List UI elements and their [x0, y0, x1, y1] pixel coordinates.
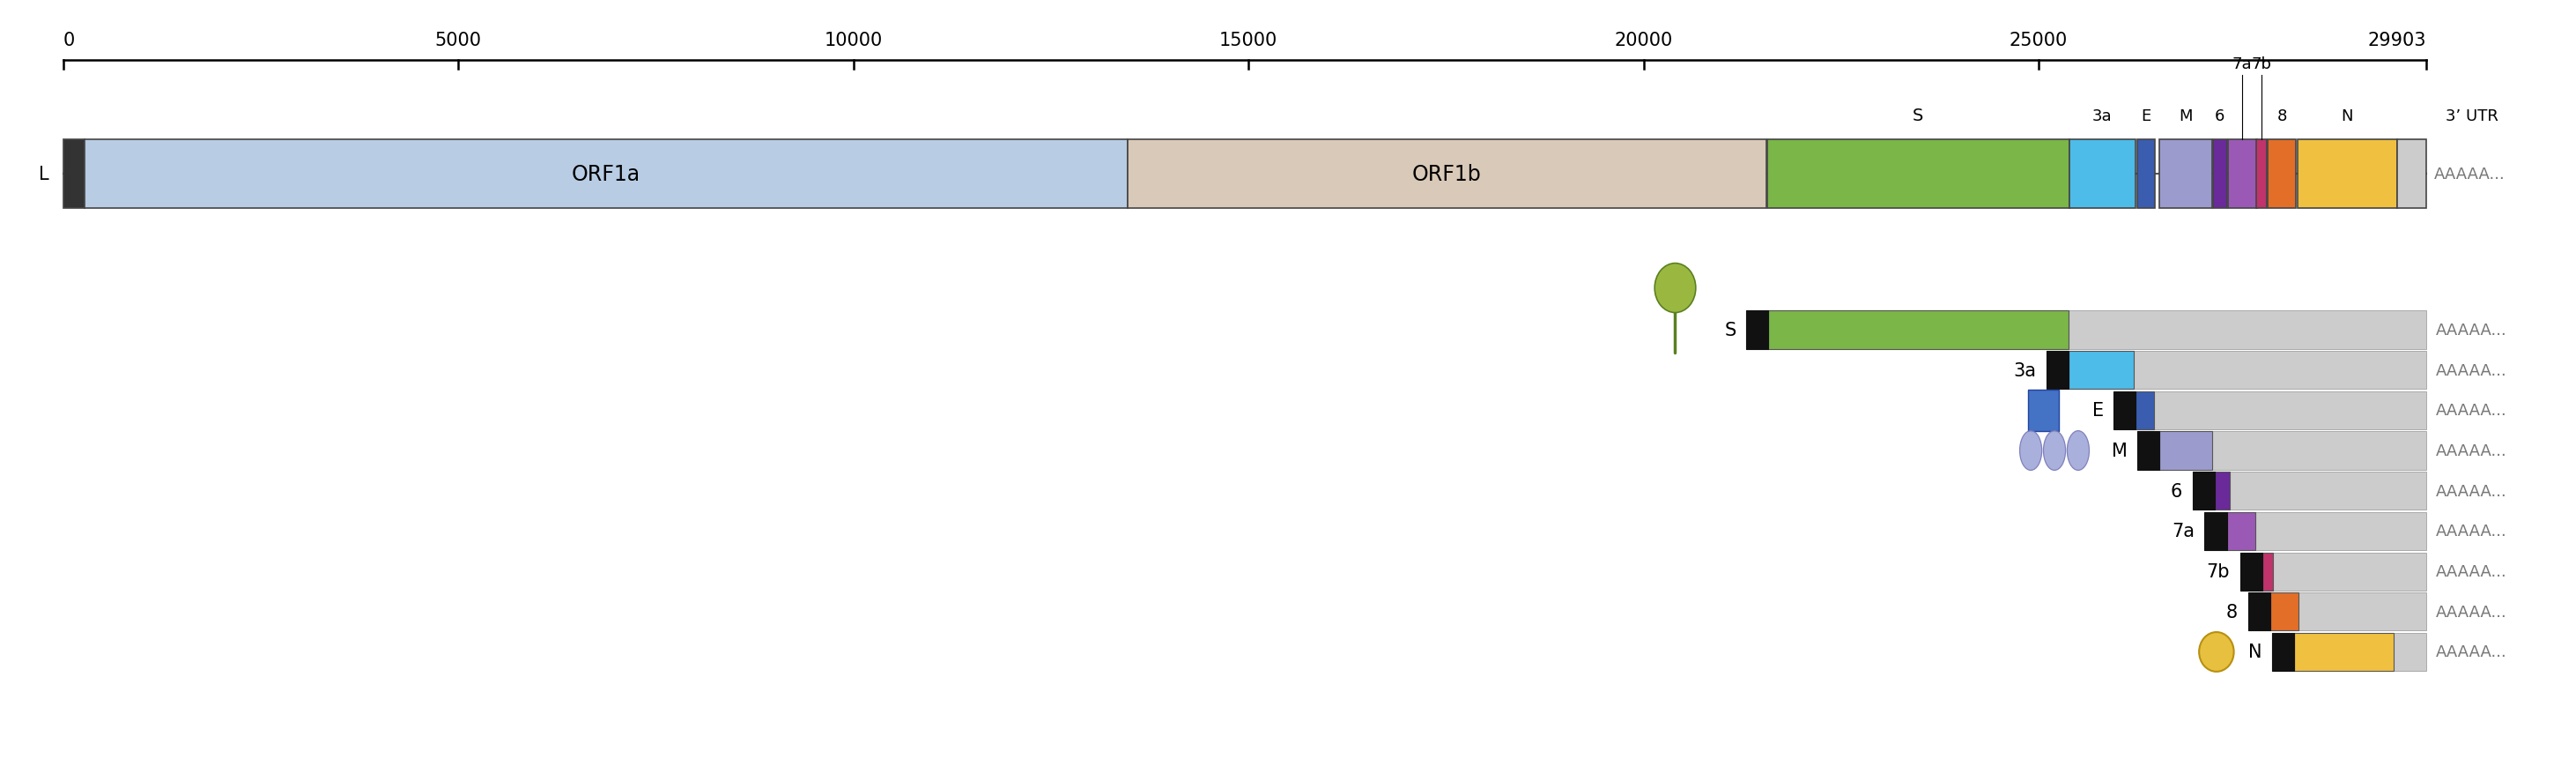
FancyBboxPatch shape — [85, 140, 1128, 209]
Text: L: L — [39, 165, 49, 184]
Text: N: N — [2342, 108, 2352, 124]
Text: S: S — [1911, 107, 1924, 124]
Text: 5000: 5000 — [435, 32, 482, 49]
FancyBboxPatch shape — [2138, 432, 2427, 470]
Text: 3’ UTR: 3’ UTR — [2445, 108, 2499, 124]
FancyBboxPatch shape — [1770, 311, 2069, 349]
Text: 0: 0 — [64, 32, 75, 49]
FancyBboxPatch shape — [2045, 351, 2069, 389]
FancyBboxPatch shape — [2215, 472, 2228, 510]
FancyBboxPatch shape — [2262, 553, 2272, 591]
Text: AAAAA...: AAAAA... — [2434, 604, 2506, 619]
FancyBboxPatch shape — [2267, 140, 2295, 209]
FancyBboxPatch shape — [2249, 593, 2427, 631]
Text: AAAAA...: AAAAA... — [2434, 443, 2506, 458]
FancyBboxPatch shape — [2115, 392, 2427, 430]
Text: 3a: 3a — [2092, 108, 2112, 124]
FancyBboxPatch shape — [2069, 351, 2133, 389]
Text: N: N — [2249, 643, 2262, 661]
FancyBboxPatch shape — [2045, 351, 2427, 389]
Text: 3a: 3a — [2014, 361, 2035, 380]
FancyBboxPatch shape — [2159, 432, 2213, 470]
Text: 20000: 20000 — [1615, 32, 1672, 49]
Text: 8: 8 — [2277, 108, 2287, 124]
Text: 6: 6 — [2215, 108, 2226, 124]
FancyBboxPatch shape — [2241, 553, 2427, 591]
Text: 25000: 25000 — [2009, 32, 2069, 49]
FancyBboxPatch shape — [2257, 140, 2267, 209]
Text: 8: 8 — [2226, 603, 2239, 621]
FancyBboxPatch shape — [2205, 512, 2427, 550]
Text: AAAAA...: AAAAA... — [2434, 644, 2506, 660]
FancyBboxPatch shape — [2136, 392, 2154, 430]
Ellipse shape — [2066, 431, 2089, 471]
Text: AAAAA...: AAAAA... — [2434, 167, 2504, 182]
Ellipse shape — [2043, 431, 2066, 471]
FancyBboxPatch shape — [1747, 311, 2427, 349]
FancyBboxPatch shape — [64, 140, 85, 209]
Text: 10000: 10000 — [824, 32, 884, 49]
FancyBboxPatch shape — [2298, 140, 2396, 209]
FancyBboxPatch shape — [2138, 432, 2159, 470]
Text: ORF1b: ORF1b — [1412, 164, 1481, 185]
FancyBboxPatch shape — [2159, 140, 2213, 209]
FancyBboxPatch shape — [2396, 140, 2427, 209]
Text: S: S — [1723, 321, 1736, 339]
FancyBboxPatch shape — [2138, 140, 2156, 209]
Text: 7b: 7b — [2208, 562, 2231, 581]
Text: 15000: 15000 — [1218, 32, 1278, 49]
Text: 7a: 7a — [2233, 56, 2251, 72]
FancyBboxPatch shape — [2293, 633, 2393, 671]
FancyBboxPatch shape — [2226, 512, 2254, 550]
Text: 7a: 7a — [2172, 522, 2195, 540]
Text: AAAAA...: AAAAA... — [2434, 363, 2506, 378]
Text: AAAAA...: AAAAA... — [2434, 403, 2506, 418]
FancyBboxPatch shape — [2192, 472, 2215, 510]
Ellipse shape — [1654, 264, 1695, 313]
Text: M: M — [2112, 442, 2128, 460]
Text: 6: 6 — [2172, 482, 2182, 500]
FancyBboxPatch shape — [2241, 553, 2262, 591]
Ellipse shape — [2020, 431, 2043, 471]
Text: 29903: 29903 — [2367, 32, 2427, 49]
FancyBboxPatch shape — [2249, 593, 2269, 631]
Text: E: E — [2141, 108, 2151, 124]
Text: ORF1a: ORF1a — [572, 164, 641, 185]
Text: 7b: 7b — [2251, 56, 2272, 72]
FancyBboxPatch shape — [2069, 140, 2136, 209]
FancyBboxPatch shape — [2192, 472, 2427, 510]
Text: AAAAA...: AAAAA... — [2434, 323, 2506, 338]
FancyBboxPatch shape — [1747, 311, 1770, 349]
FancyBboxPatch shape — [2027, 390, 2058, 431]
FancyBboxPatch shape — [2228, 140, 2257, 209]
FancyBboxPatch shape — [2272, 633, 2293, 671]
FancyBboxPatch shape — [1767, 140, 2069, 209]
FancyBboxPatch shape — [2205, 512, 2226, 550]
Text: E: E — [2092, 402, 2105, 420]
Text: AAAAA...: AAAAA... — [2434, 524, 2506, 539]
Ellipse shape — [2200, 632, 2233, 672]
FancyBboxPatch shape — [2272, 633, 2427, 671]
FancyBboxPatch shape — [1128, 140, 1767, 209]
FancyBboxPatch shape — [2269, 593, 2298, 631]
Text: AAAAA...: AAAAA... — [2434, 564, 2506, 579]
FancyBboxPatch shape — [2213, 140, 2228, 209]
FancyBboxPatch shape — [2115, 392, 2136, 430]
Text: AAAAA...: AAAAA... — [2434, 483, 2506, 499]
Text: M: M — [2179, 108, 2192, 124]
